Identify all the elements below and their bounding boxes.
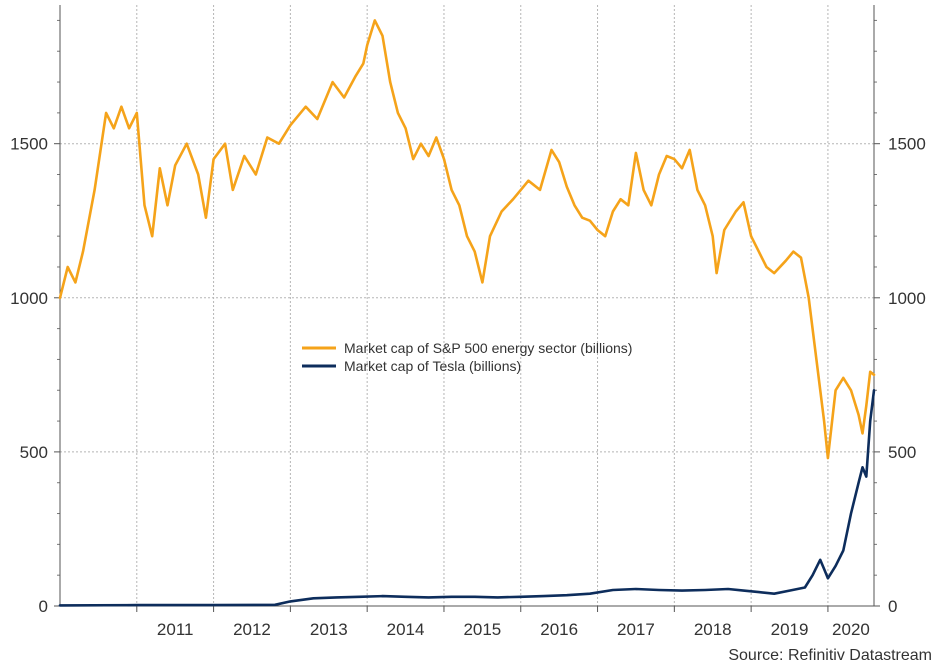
legend-label: Market cap of Tesla (billions)	[344, 358, 521, 374]
x-tick-label: 2020	[832, 620, 870, 639]
x-tick-label: 2013	[310, 620, 348, 639]
x-tick-label: 2019	[771, 620, 809, 639]
y-tick-label-left: 0	[39, 597, 48, 616]
tesla-line	[58, 389, 876, 607]
x-tick-label: 2017	[617, 620, 655, 639]
axes: 0 0 500 500 1000 1000 1500 1500 2011 2012 2013 2014…	[10, 5, 926, 639]
x-tick-label: 2016	[540, 620, 578, 639]
x-tick-label: 2018	[694, 620, 732, 639]
series-lines	[58, 19, 876, 607]
y-tick-label-left: 1000	[10, 289, 48, 308]
legend-label: Market cap of S&P 500 energy sector (bil…	[344, 340, 632, 356]
source-note: Source: Refinitiv Datastream	[728, 647, 932, 664]
grid	[60, 5, 874, 606]
legend: Market cap of S&P 500 energy sector (bil…	[302, 340, 632, 374]
y-tick-label-right: 1500	[888, 135, 926, 154]
energy-sector-line	[58, 19, 876, 460]
y-tick-label-left: 500	[20, 443, 48, 462]
x-tick-label: 2014	[387, 620, 425, 639]
y-tick-label-right: 1000	[888, 289, 926, 308]
x-tick-label: 2011	[157, 620, 194, 639]
y-tick-label-left: 1500	[10, 135, 48, 154]
y-tick-label-right: 0	[888, 597, 897, 616]
x-tick-label: 2012	[233, 620, 271, 639]
x-tick-label: 2015	[463, 620, 501, 639]
y-tick-label-right: 500	[888, 443, 916, 462]
